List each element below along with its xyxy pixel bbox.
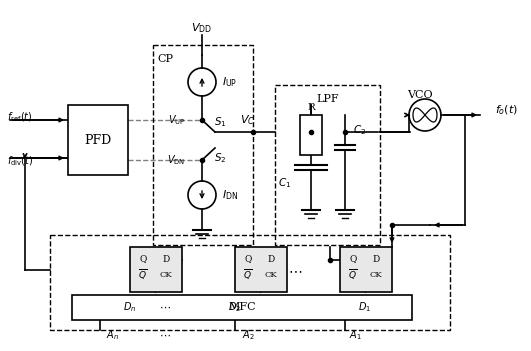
Text: $D_1$: $D_1$ [358, 300, 372, 314]
Text: $\overline{Q}$: $\overline{Q}$ [243, 267, 253, 283]
Text: $V_{\rm DN}$: $V_{\rm DN}$ [167, 153, 185, 167]
Text: LPF: LPF [316, 94, 339, 104]
Text: CK: CK [160, 271, 173, 279]
Bar [235, 247, 287, 292]
Text: CK: CK [264, 271, 277, 279]
Text: $C_2$: $C_2$ [354, 123, 366, 137]
Text: $V_{\rm DD}$: $V_{\rm DD}$ [192, 21, 212, 35]
Text: $I_{\rm DN}$: $I_{\rm DN}$ [222, 188, 238, 202]
Text: $\cdots$: $\cdots$ [159, 330, 171, 340]
Text: $\overline{Q}$: $\overline{Q}$ [139, 267, 148, 283]
Bar [50, 235, 450, 330]
Text: $A_2$: $A_2$ [242, 328, 254, 342]
Text: $f_{\rm ref}(t)$: $f_{\rm ref}(t)$ [7, 110, 33, 124]
Text: $\cdots$: $\cdots$ [159, 302, 171, 312]
Text: MFC: MFC [228, 303, 256, 312]
Text: $\overline{Q}$: $\overline{Q}$ [348, 267, 357, 283]
Text: $f_o(t)$: $f_o(t)$ [495, 103, 518, 117]
Bar [153, 45, 253, 245]
Text: $f_{\rm div}(t)$: $f_{\rm div}(t)$ [7, 154, 33, 168]
Text: Q: Q [139, 254, 147, 264]
Text: $A_1$: $A_1$ [349, 328, 362, 342]
Text: Q: Q [349, 254, 357, 264]
Text: PFD: PFD [84, 133, 112, 146]
Bar [68, 105, 128, 175]
Text: D: D [372, 254, 380, 264]
Text: D: D [268, 254, 275, 264]
Text: VCO: VCO [407, 90, 433, 100]
Bar [130, 247, 182, 292]
Text: $S_1$: $S_1$ [213, 115, 226, 129]
Text: $C_1$: $C_1$ [278, 176, 292, 190]
Text: $S_2$: $S_2$ [214, 151, 226, 165]
Text: $I_{\rm UP}$: $I_{\rm UP}$ [222, 75, 237, 89]
Text: D: D [162, 254, 169, 264]
Text: Q: Q [244, 254, 252, 264]
Text: $D_2$: $D_2$ [228, 300, 242, 314]
Text: $D_n$: $D_n$ [123, 300, 136, 314]
Bar [275, 85, 380, 245]
Text: $A_n$: $A_n$ [107, 328, 119, 342]
Text: $V_C$: $V_C$ [241, 113, 255, 127]
Text: $\cdots$: $\cdots$ [288, 263, 302, 277]
Text: CK: CK [370, 271, 382, 279]
Text: R: R [307, 102, 315, 112]
Text: CP: CP [157, 54, 173, 64]
Text: $V_{\rm UP}$: $V_{\rm UP}$ [168, 113, 185, 127]
Bar [72, 295, 412, 320]
Bar [300, 115, 322, 155]
Bar [340, 247, 392, 292]
